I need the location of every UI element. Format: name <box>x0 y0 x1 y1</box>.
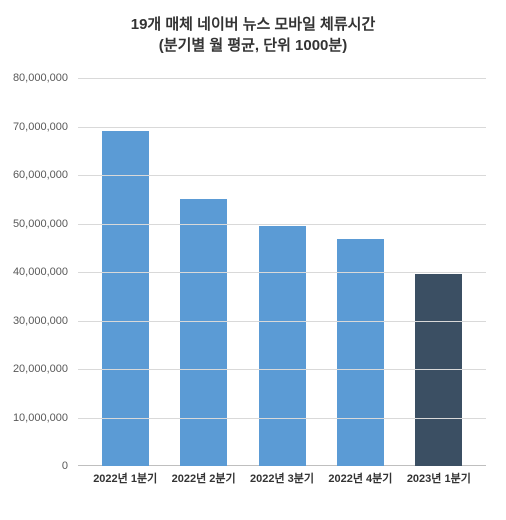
y-tick-label: 70,000,000 <box>13 121 68 133</box>
gridline <box>78 272 486 273</box>
plot-area <box>78 78 486 466</box>
gridline <box>78 175 486 176</box>
chart-title: 19개 매체 네이버 뉴스 모바일 체류시간 (분기별 월 평균, 단위 100… <box>0 0 506 64</box>
gridline <box>78 127 486 128</box>
gridline <box>78 78 486 79</box>
x-tick-label: 2023년 1분기 <box>400 470 478 486</box>
y-tick-label: 20,000,000 <box>13 363 68 375</box>
bar <box>102 131 149 466</box>
bar <box>259 226 306 466</box>
y-tick-label: 40,000,000 <box>13 266 68 278</box>
y-tick-label: 10,000,000 <box>13 412 68 424</box>
gridline <box>78 369 486 370</box>
x-tick-label: 2022년 2분기 <box>164 470 242 486</box>
chart-title-line1: 19개 매체 네이버 뉴스 모바일 체류시간 <box>0 14 506 35</box>
x-tick-label: 2022년 1분기 <box>86 470 164 486</box>
gridline <box>78 321 486 322</box>
x-tick-label: 2022년 3분기 <box>243 470 321 486</box>
y-tick-label: 30,000,000 <box>13 315 68 327</box>
bar <box>180 199 227 466</box>
bar-chart: 19개 매체 네이버 뉴스 모바일 체류시간 (분기별 월 평균, 단위 100… <box>0 0 506 520</box>
bar <box>415 274 462 466</box>
x-tick-label: 2022년 4분기 <box>321 470 399 486</box>
gridline <box>78 418 486 419</box>
y-axis: 010,000,00020,000,00030,000,00040,000,00… <box>0 78 74 466</box>
y-tick-label: 50,000,000 <box>13 218 68 230</box>
bar <box>337 239 384 466</box>
gridline <box>78 224 486 225</box>
chart-title-line2: (분기별 월 평균, 단위 1000분) <box>0 35 506 56</box>
x-axis: 2022년 1분기2022년 2분기2022년 3분기2022년 4분기2023… <box>78 470 486 486</box>
y-tick-label: 60,000,000 <box>13 169 68 181</box>
y-tick-label: 0 <box>62 460 68 472</box>
y-tick-label: 80,000,000 <box>13 72 68 84</box>
